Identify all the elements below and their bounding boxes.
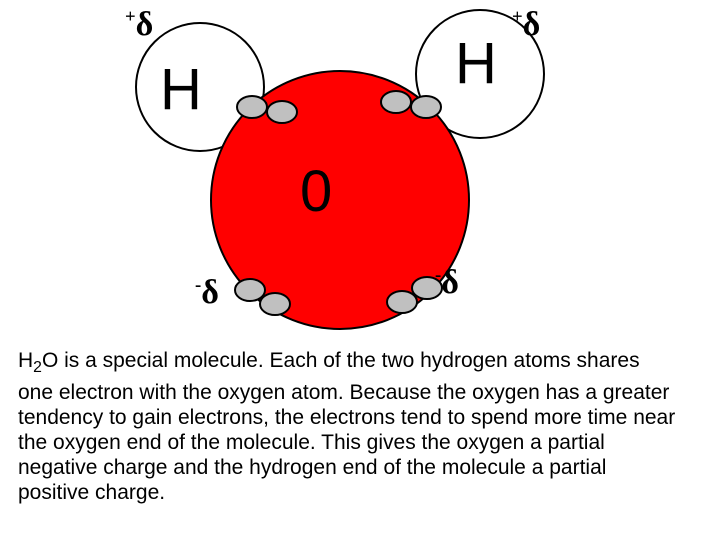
diagram-stage: H H 0 +δ+δ-δ-δ H2O is a special molecule… — [0, 0, 720, 540]
delta-glyph: δ — [201, 274, 219, 311]
caption-text: H2O is a special molecule. Each of the t… — [18, 348, 678, 505]
caption-subscript: 2 — [33, 359, 42, 376]
oxygen-label: 0 — [300, 158, 332, 225]
electron — [237, 96, 267, 118]
delta-glyph: δ — [441, 264, 459, 301]
electron — [235, 279, 265, 301]
electron — [381, 91, 411, 113]
delta-sign: + — [125, 7, 136, 28]
delta-sign: + — [512, 7, 523, 28]
caption-prefix: H — [18, 349, 33, 372]
delta-glyph: δ — [523, 6, 541, 43]
delta-glyph: δ — [136, 6, 154, 43]
electron — [267, 101, 297, 123]
delta-label: -δ — [195, 274, 219, 312]
delta-label: +δ — [125, 6, 153, 44]
electron — [260, 293, 290, 315]
hydrogen-right-label: H — [455, 30, 497, 97]
caption-rest: O is a special molecule. Each of the two… — [18, 349, 675, 504]
electron — [387, 291, 417, 313]
electron — [411, 96, 441, 118]
delta-label: -δ — [435, 264, 459, 302]
delta-label: +δ — [512, 6, 540, 44]
hydrogen-left-label: H — [160, 56, 202, 123]
